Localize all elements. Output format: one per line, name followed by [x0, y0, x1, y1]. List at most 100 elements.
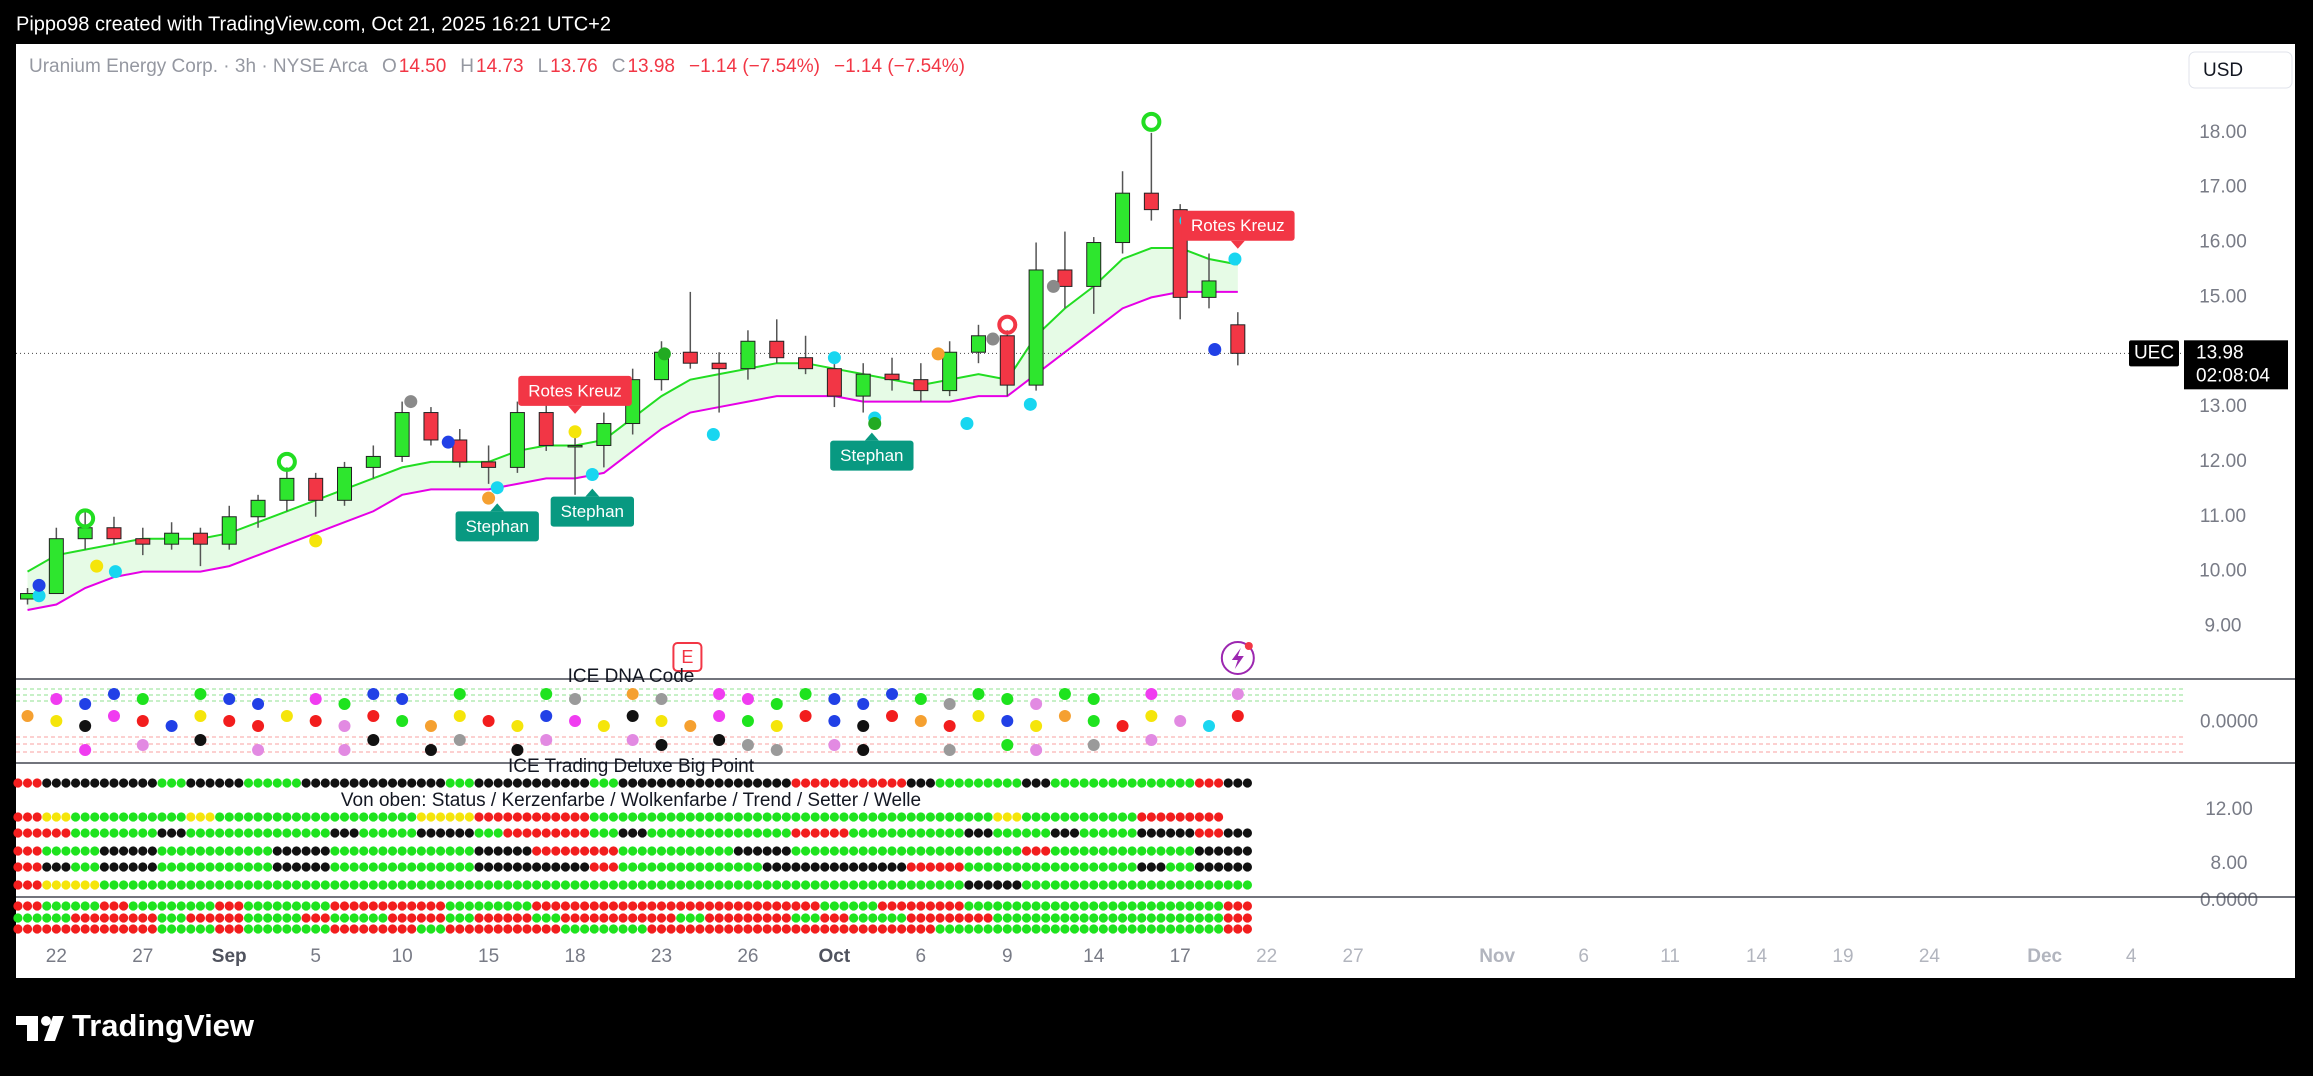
- state-dot: [1021, 924, 1032, 934]
- state-dot: [167, 828, 177, 838]
- state-dot: [1031, 862, 1041, 872]
- state-dot: [897, 778, 907, 788]
- candle-body: [250, 499, 266, 518]
- pane-title: ICE Trading Deluxe Big Point: [508, 756, 755, 777]
- state-dot: [647, 812, 657, 822]
- state-dot: [70, 862, 81, 872]
- state-dot: [839, 862, 849, 872]
- state-dot: [435, 862, 446, 872]
- state-dot: [205, 901, 215, 911]
- state-dot: [397, 828, 407, 838]
- state-dot: [733, 828, 743, 838]
- state-dot: [359, 913, 369, 923]
- state-dot: [897, 862, 907, 872]
- state-dot: [829, 880, 839, 890]
- state-dot: [301, 828, 311, 838]
- state-dot: [800, 846, 811, 856]
- state-dot: [1233, 846, 1243, 856]
- state-dot: [61, 913, 71, 923]
- state-dot: [263, 901, 273, 911]
- state-dot: [90, 924, 100, 934]
- state-dot: [1060, 880, 1070, 890]
- state-dot: [1185, 901, 1195, 911]
- state-dot: [80, 913, 90, 923]
- state-dot: [61, 862, 71, 872]
- state-dot: [906, 913, 916, 923]
- state-dot: [416, 862, 426, 872]
- state-dot: [512, 901, 523, 911]
- state-dot: [167, 846, 177, 856]
- x-tick-label: 27: [132, 946, 153, 967]
- state-dot: [714, 924, 724, 934]
- state-dot: [80, 901, 90, 911]
- state-dot: [128, 812, 138, 822]
- state-dot: [291, 828, 302, 838]
- state-dot: [743, 778, 753, 788]
- state-dot: [906, 924, 916, 934]
- legend-change: −1.14 (−7.54%): [688, 56, 820, 77]
- state-dot: [1185, 880, 1195, 890]
- state-dot: [857, 698, 870, 710]
- state-dot: [493, 880, 503, 890]
- annotation-text: Stephan: [840, 446, 903, 465]
- state-dot: [32, 913, 42, 923]
- state-dot: [416, 778, 426, 788]
- state-dot: [339, 846, 350, 856]
- candle-body: [1143, 192, 1159, 211]
- state-dot: [397, 924, 407, 934]
- state-dot: [1165, 846, 1176, 856]
- state-dot: [724, 778, 734, 788]
- state-dot: [1117, 924, 1128, 934]
- state-dot: [1021, 901, 1032, 911]
- state-dot: [1050, 924, 1060, 934]
- state-dot: [1079, 778, 1089, 788]
- state-dot: [570, 828, 580, 838]
- currency-label[interactable]: USD: [2203, 60, 2243, 81]
- state-dot: [733, 778, 743, 788]
- state-dot: [511, 744, 524, 756]
- state-dot: [186, 812, 196, 822]
- state-dot: [464, 924, 474, 934]
- state-dot: [349, 913, 359, 923]
- state-dot: [243, 901, 254, 911]
- candle-body: [1086, 242, 1102, 287]
- state-dot: [80, 846, 90, 856]
- state-dot: [551, 846, 561, 856]
- state-dot: [445, 778, 455, 788]
- state-dot: [272, 846, 282, 856]
- state-dot: [1041, 924, 1051, 934]
- state-dot: [378, 846, 388, 856]
- state-dot: [157, 913, 167, 923]
- state-dot: [906, 778, 916, 788]
- state-dot: [1156, 913, 1166, 923]
- state-dot: [224, 778, 234, 788]
- currency-button[interactable]: [2188, 51, 2293, 89]
- state-dot: [943, 720, 956, 732]
- state-dot: [820, 880, 830, 890]
- state-dot: [1021, 880, 1032, 890]
- state-dot: [541, 812, 551, 822]
- state-dot: [589, 828, 599, 838]
- state-dot: [637, 913, 647, 923]
- state-dot: [1069, 862, 1080, 872]
- state-dot: [128, 778, 138, 788]
- state-dot: [194, 688, 207, 700]
- state-dot: [50, 693, 63, 705]
- signal-marker: [986, 332, 1000, 346]
- state-dot: [109, 901, 119, 911]
- state-dot: [194, 710, 207, 722]
- state-dot: [752, 778, 763, 788]
- state-dot: [551, 913, 561, 923]
- state-dot: [695, 880, 705, 890]
- state-dot: [522, 828, 532, 838]
- state-dot: [733, 862, 743, 872]
- state-dot: [51, 812, 61, 822]
- state-dot: [407, 880, 417, 890]
- state-dot: [1242, 862, 1253, 872]
- state-dot: [311, 862, 321, 872]
- state-dot: [416, 846, 426, 856]
- state-dot: [291, 812, 302, 822]
- state-dot: [455, 913, 465, 923]
- state-dot: [167, 913, 177, 923]
- state-dot: [676, 862, 686, 872]
